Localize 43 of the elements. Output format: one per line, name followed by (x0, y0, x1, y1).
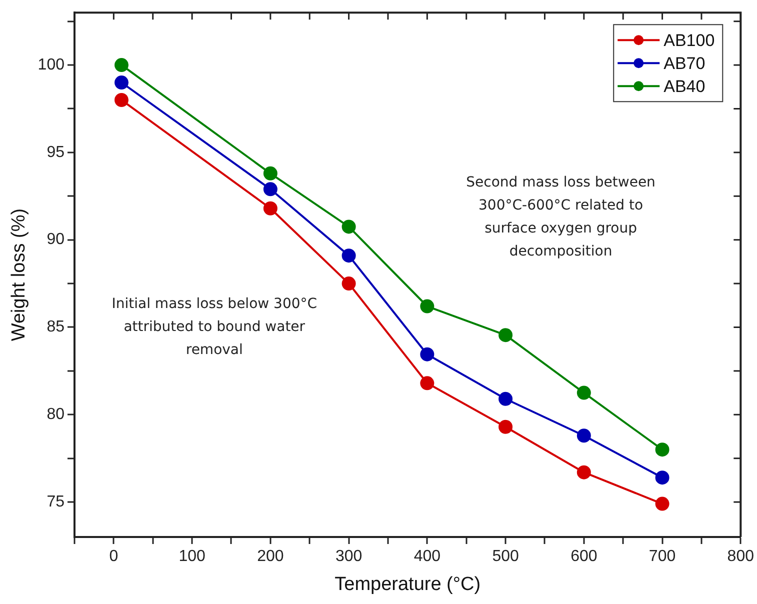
y-tick-label: 90 (46, 231, 65, 248)
point (263, 182, 278, 196)
y-axis-title: Weight loss (%) (8, 208, 30, 342)
point (114, 58, 129, 72)
point (420, 299, 434, 314)
point (655, 496, 670, 511)
point (342, 276, 356, 291)
x-tick-label: 800 (727, 548, 754, 566)
x-tick-label: 200 (257, 548, 284, 566)
point (498, 328, 513, 342)
x-tick-label: 300 (335, 548, 362, 566)
legend-label: AB100 (664, 30, 715, 50)
annotation: Second mass loss between 300°C-600°C related to surface oxygen group decomposition (466, 174, 656, 260)
point (263, 166, 278, 180)
x-tick-label: 500 (492, 548, 519, 566)
x-axis-title: Temperature (°C) (334, 574, 481, 595)
point (114, 76, 129, 90)
point (342, 220, 356, 234)
point (655, 470, 670, 485)
y-tick-label: 75 (46, 493, 65, 510)
point (498, 392, 513, 406)
y-tick-label: 85 (46, 318, 65, 336)
x-tick-label: 600 (570, 548, 598, 566)
point (263, 201, 278, 216)
point (576, 428, 591, 443)
point (655, 442, 670, 457)
x-tick-label: 700 (648, 548, 676, 566)
x-tick-label: 100 (178, 548, 206, 566)
legend-label: AB40 (664, 76, 706, 96)
x-tick-label: 400 (414, 548, 441, 566)
y-tick-label: 95 (46, 144, 65, 161)
point (576, 465, 591, 480)
y-tick-label: 80 (46, 406, 65, 424)
annotation: Initial mass loss below 300°C attributed to bound water removal (112, 296, 318, 358)
point (576, 386, 591, 400)
y-tick-label: 100 (38, 56, 65, 74)
point (420, 376, 434, 390)
x-tick-label: 0 (109, 548, 118, 566)
legend-label: AB70 (664, 54, 706, 73)
point (342, 248, 356, 263)
point (114, 93, 129, 107)
point (498, 420, 513, 434)
point (420, 347, 434, 362)
